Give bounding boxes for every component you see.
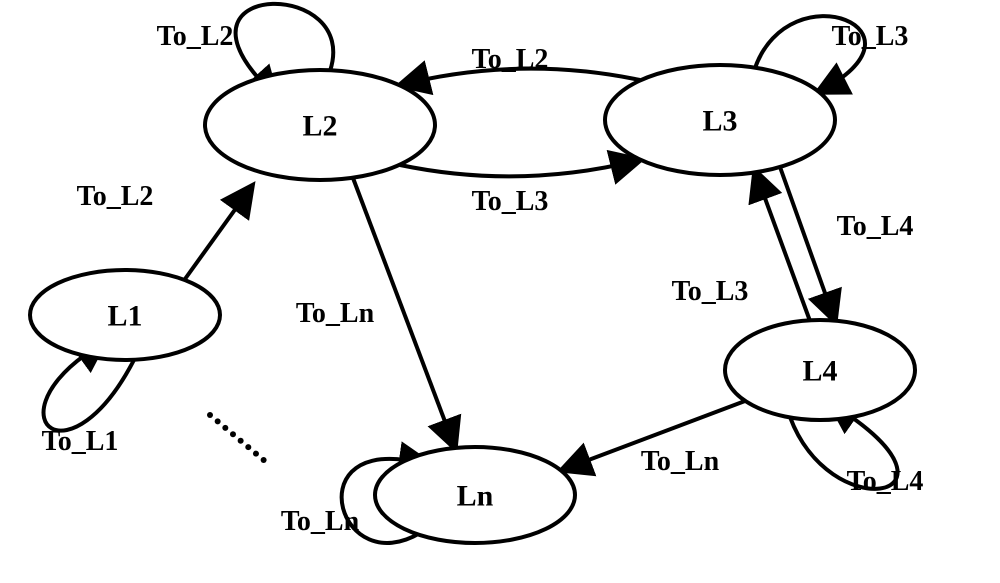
ellipsis-dot (253, 451, 259, 457)
edge-label-L4_Ln: To_Ln (641, 446, 720, 477)
edge-L3_L4 (780, 167, 835, 321)
edge-label-L3_L4: To_L4 (837, 211, 914, 242)
edge-label-L4_L3: To_L3 (672, 276, 749, 307)
edge-label-L3_self: To_L3 (832, 21, 909, 52)
edge-label-L4_self: To_L4 (847, 466, 924, 497)
edge-label-L2_self: To_L2 (157, 21, 234, 52)
ellipsis-dot (245, 444, 251, 450)
edge-L4_L3 (755, 171, 810, 321)
ellipsis-dot (222, 425, 228, 431)
ellipsis-dots (207, 412, 267, 463)
edge-L2_L3_bot (400, 160, 640, 176)
node-label-Ln: Ln (457, 480, 494, 513)
edge-label-L2_L3_top: To_L2 (472, 44, 549, 75)
edge-label-L1_L2: To_L2 (77, 181, 154, 212)
ellipsis-dot (238, 438, 244, 444)
ellipsis-dot (261, 457, 267, 463)
edge-L1_self (44, 355, 135, 431)
node-label-L3: L3 (702, 105, 737, 138)
node-label-L4: L4 (802, 355, 837, 388)
edge-label-L1_self: To_L1 (42, 426, 119, 457)
ellipsis-dot (215, 418, 221, 424)
node-label-L2: L2 (302, 110, 337, 143)
edge-L1_L2 (185, 186, 252, 279)
edge-label-Ln_self: To_Ln (281, 506, 360, 537)
node-label-L1: L1 (107, 300, 142, 333)
nodes-layer: L1 L2 L3 L4 Ln (30, 65, 915, 543)
ellipsis-dot (230, 431, 236, 437)
ellipsis-dot (207, 412, 213, 418)
state-diagram: L1 L2 L3 L4 Ln To_L2 To_L2 To_L3 To_L4 To_L3 To_L… (0, 0, 1000, 583)
edge-label-L2_L3_bot: To_L3 (472, 186, 549, 217)
edge-label-L2_Ln: To_Ln (296, 298, 375, 329)
